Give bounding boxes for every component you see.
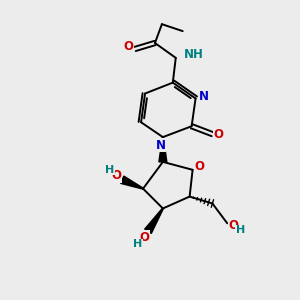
Text: O: O — [123, 40, 133, 53]
Text: H: H — [134, 239, 143, 249]
Polygon shape — [121, 176, 143, 189]
Text: O: O — [213, 128, 224, 141]
Text: N: N — [156, 139, 166, 152]
Text: H: H — [236, 225, 245, 235]
Text: N: N — [199, 90, 208, 103]
Text: H: H — [105, 165, 114, 175]
Text: O: O — [139, 231, 149, 244]
Text: NH: NH — [184, 48, 204, 62]
Text: O: O — [228, 219, 238, 232]
Text: O: O — [111, 169, 121, 182]
Polygon shape — [145, 208, 163, 233]
Polygon shape — [159, 137, 167, 162]
Text: O: O — [194, 160, 205, 173]
